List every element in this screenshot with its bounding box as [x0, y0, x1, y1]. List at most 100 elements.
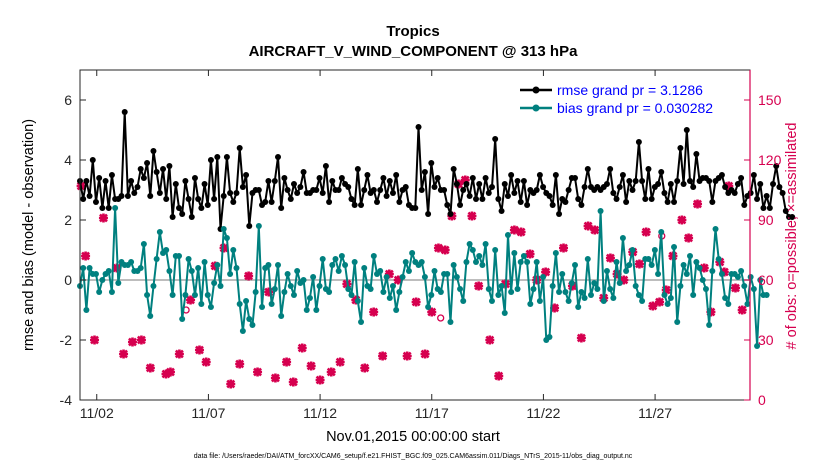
x-tick-label: 11/17: [415, 405, 449, 421]
rmse-point: [105, 205, 112, 211]
obs-assimilated-marker: [494, 371, 504, 381]
rmse-point: [556, 211, 563, 217]
rmse-point: [198, 205, 205, 211]
bias-point: [306, 295, 313, 301]
obs-assimilated-marker: [411, 297, 421, 307]
rmse-point: [96, 175, 103, 181]
bias-point: [176, 253, 183, 259]
y-right-tick-label: 150: [758, 92, 782, 108]
rmse-point: [348, 196, 355, 202]
bias-point: [418, 259, 425, 265]
bias-point: [444, 271, 451, 277]
y-right-tick-label: 120: [758, 152, 782, 168]
bias-point: [686, 253, 693, 259]
bias-point: [613, 259, 620, 265]
rmse-point: [782, 208, 789, 214]
bias-point: [144, 292, 151, 298]
rmse-point: [635, 139, 642, 145]
x-tick-label: 11/02: [80, 405, 114, 421]
rmse-point: [361, 187, 368, 193]
bias-point: [396, 289, 403, 295]
bias-point: [105, 268, 112, 274]
rmse-point: [163, 196, 170, 202]
rmse-point: [169, 214, 176, 220]
rmse-point: [428, 160, 435, 166]
obs-assimilated-marker: [161, 369, 171, 379]
bias-point: [313, 307, 320, 313]
bias-point: [677, 283, 684, 289]
rmse-point: [230, 199, 237, 205]
y-axis-right-label: # of obs: o=possible; ×=assimilated: [784, 123, 800, 350]
data-file-footer: data file: /Users/raeder/DAI/ATM_forcXX/…: [194, 453, 633, 460]
rmse-point: [124, 193, 131, 199]
bias-point: [738, 268, 745, 274]
bias-point: [556, 289, 563, 295]
rmse-point: [160, 166, 167, 172]
rmse-point: [562, 199, 569, 205]
rmse-point: [358, 202, 365, 208]
bias-point: [236, 301, 243, 307]
obs-assimilated-marker: [201, 357, 211, 367]
obs-assimilated-marker: [360, 363, 370, 373]
obs-assimilated-marker: [677, 215, 687, 225]
rmse-point: [540, 184, 547, 190]
rmse-point: [108, 172, 115, 178]
bias-point: [335, 268, 342, 274]
bias-point: [575, 304, 582, 310]
rmse-point: [693, 151, 700, 157]
bias-point: [243, 298, 250, 304]
rmse-point: [584, 166, 591, 172]
obs-assimilated-marker: [315, 375, 325, 385]
rmse-point: [185, 196, 192, 202]
obs-assimilated-marker: [576, 333, 586, 343]
bias-point: [281, 289, 288, 295]
rmse-point: [354, 166, 361, 172]
rmse-point: [492, 136, 499, 142]
y-left-tick-label: -4: [60, 392, 73, 408]
bias-point: [195, 265, 202, 271]
bias-point: [99, 277, 106, 283]
bias-point: [479, 262, 486, 268]
obs-assimilated-marker: [335, 357, 345, 367]
rmse-point: [364, 172, 371, 178]
bias-point: [501, 310, 508, 316]
bias-point: [153, 256, 160, 262]
rmse-point: [520, 178, 527, 184]
obs-assimilated-marker: [532, 275, 542, 285]
rmse-point: [370, 187, 377, 193]
rmse-point: [412, 205, 419, 211]
obs-assimilated-marker: [525, 249, 535, 259]
bias-point: [549, 283, 556, 289]
obs-assimilated-marker: [326, 367, 336, 377]
bias-point: [757, 277, 764, 283]
y-right-tick-label: 30: [758, 332, 774, 348]
rmse-point: [118, 193, 125, 199]
obs-assimilated-marker: [420, 349, 430, 359]
bias-point: [750, 286, 757, 292]
bias-point: [169, 292, 176, 298]
bias-point: [511, 250, 518, 256]
rmse-point: [271, 178, 278, 184]
rmse-point: [434, 175, 441, 181]
bias-point: [367, 286, 374, 292]
obs-assimilated-marker: [550, 303, 560, 313]
bias-point: [623, 268, 630, 274]
rmse-point: [179, 211, 186, 217]
rmse-point: [156, 190, 163, 196]
bias-point: [524, 259, 531, 265]
rmse-point: [383, 193, 390, 199]
bias-point: [83, 307, 90, 313]
rmse-point: [479, 196, 486, 202]
rmse-point: [284, 187, 291, 193]
bias-point: [747, 274, 754, 280]
y-left-tick-label: 4: [64, 152, 72, 168]
obs-assimilated-marker: [384, 269, 394, 279]
bias-point: [744, 301, 751, 307]
obs-assimilated-marker: [264, 287, 274, 297]
rmse-point: [86, 193, 93, 199]
rmse-point: [674, 178, 681, 184]
bias-point: [370, 253, 377, 259]
bias-point: [329, 262, 336, 268]
obs-assimilated-marker: [648, 301, 658, 311]
rmse-point: [757, 181, 764, 187]
